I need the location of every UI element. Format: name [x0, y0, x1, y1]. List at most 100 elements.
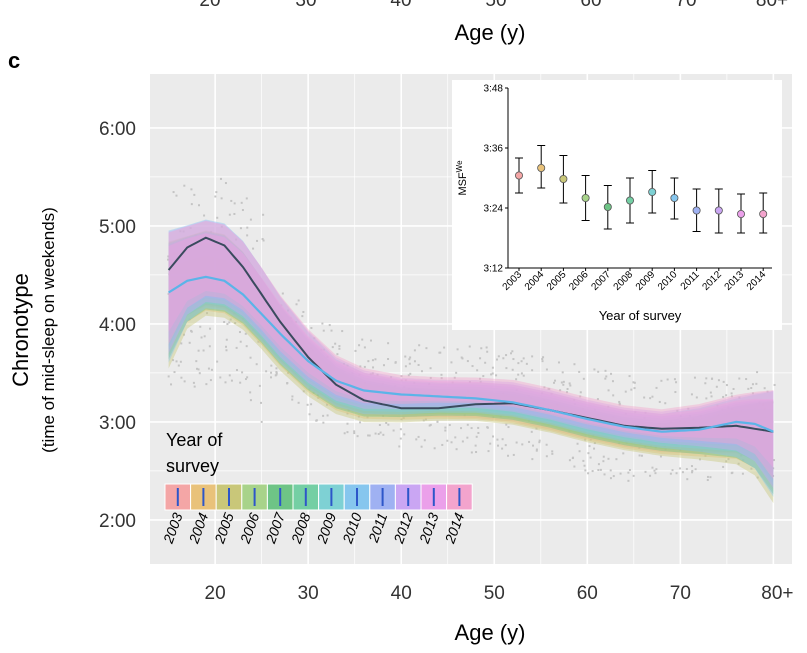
raw-point [710, 395, 713, 398]
raw-point [385, 421, 388, 424]
raw-point [496, 396, 499, 399]
raw-point [359, 365, 362, 368]
band-2004 [168, 242, 774, 492]
raw-point [259, 401, 262, 404]
raw-point [573, 363, 576, 366]
raw-point [597, 413, 600, 416]
band-2008 [168, 244, 774, 474]
raw-point [569, 384, 572, 387]
raw-point [331, 397, 334, 400]
raw-point [612, 415, 615, 418]
raw-point [244, 332, 247, 335]
raw-point [768, 465, 771, 468]
raw-point [507, 454, 510, 457]
raw-point [740, 454, 743, 457]
raw-point [463, 414, 466, 417]
raw-point [280, 338, 283, 341]
raw-point [246, 234, 249, 237]
raw-point [409, 372, 412, 375]
raw-point [535, 427, 538, 430]
raw-point [311, 349, 314, 352]
raw-point [597, 469, 600, 472]
raw-point [752, 438, 755, 441]
raw-point [331, 346, 334, 349]
raw-point [254, 309, 257, 312]
raw-point [178, 318, 181, 321]
band-2011 [168, 232, 774, 477]
legend-title-line2: survey [166, 456, 219, 476]
raw-point [169, 339, 172, 342]
raw-point [334, 342, 337, 345]
raw-point [234, 322, 237, 325]
raw-point [249, 399, 252, 402]
raw-point [532, 444, 535, 447]
raw-point [352, 405, 355, 408]
raw-point [317, 396, 320, 399]
raw-point [168, 304, 171, 307]
raw-point [615, 458, 618, 461]
inset-y-axis-title-main: MSF [457, 172, 469, 196]
raw-point [234, 280, 237, 283]
raw-point [322, 348, 325, 351]
raw-point [562, 380, 565, 383]
raw-point [338, 397, 341, 400]
raw-point [655, 424, 658, 427]
raw-point [619, 472, 622, 475]
raw-point [353, 430, 356, 433]
raw-point [239, 227, 242, 230]
raw-point [289, 316, 292, 319]
y-tick-3: 3:00 [99, 413, 136, 434]
raw-point [511, 368, 514, 371]
raw-point [691, 469, 694, 472]
raw-point [225, 338, 228, 341]
raw-point [297, 401, 300, 404]
raw-point [736, 415, 739, 418]
raw-point [197, 368, 200, 371]
raw-point [675, 472, 678, 475]
raw-point [177, 364, 180, 367]
raw-point [189, 227, 192, 230]
raw-point [563, 415, 566, 418]
raw-point [262, 239, 265, 242]
raw-point [209, 379, 212, 382]
raw-point [489, 442, 492, 445]
raw-point [573, 398, 576, 401]
raw-point [630, 388, 633, 391]
raw-point [727, 406, 730, 409]
raw-point [192, 381, 195, 384]
raw-point [633, 387, 636, 390]
raw-point [270, 376, 273, 379]
inset-point-2010 [670, 193, 679, 202]
raw-point [496, 438, 499, 441]
raw-point [336, 353, 339, 356]
raw-point [499, 409, 502, 412]
raw-point [321, 322, 324, 325]
raw-point [751, 392, 754, 395]
x-axis-title: Age (y) [455, 620, 526, 645]
raw-point [399, 437, 402, 440]
raw-point [693, 376, 696, 379]
raw-point [346, 422, 349, 425]
raw-point [623, 434, 626, 437]
raw-point [537, 404, 540, 407]
raw-point [644, 434, 647, 437]
raw-point [768, 436, 771, 439]
raw-point [252, 328, 255, 331]
raw-point [694, 468, 697, 471]
raw-point [310, 403, 313, 406]
raw-point [290, 355, 293, 358]
raw-point [583, 464, 586, 467]
raw-point [638, 438, 641, 441]
inset-point-2013 [737, 209, 746, 218]
raw-point [208, 345, 211, 348]
raw-point [241, 317, 244, 320]
raw-point [757, 417, 760, 420]
raw-point [683, 421, 686, 424]
raw-point [466, 423, 469, 426]
raw-point [413, 381, 416, 384]
raw-point [685, 468, 688, 471]
raw-point [763, 387, 766, 390]
raw-point [450, 399, 453, 402]
raw-point [592, 434, 595, 437]
raw-point [378, 386, 381, 389]
